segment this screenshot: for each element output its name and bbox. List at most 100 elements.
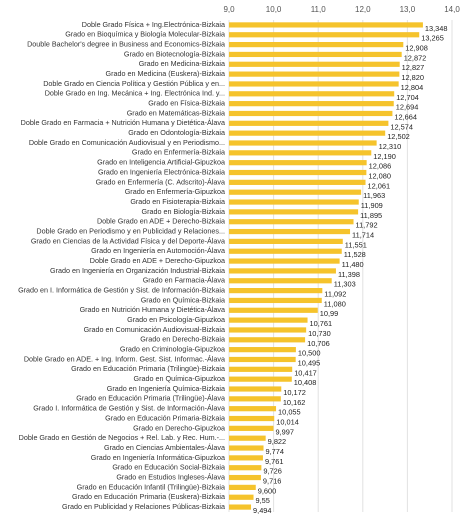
value-label: 11,714: [352, 231, 374, 240]
bar: [229, 130, 386, 136]
value-label: 11,551: [345, 240, 367, 249]
bar: [229, 169, 367, 176]
category-label: Grado en Matemáticas-Bizkaia: [127, 108, 225, 117]
bar: [229, 238, 343, 244]
category-label: Doble Grado en Ciencia Política y Gestió…: [43, 79, 225, 88]
bar: [229, 474, 261, 481]
value-label: 12,502: [387, 132, 410, 141]
category-label: Doble Grado en Ing. Mecánica + Ing. Elec…: [45, 89, 225, 98]
category-label: Grado en Educación Primaria (Trilingüe)-…: [71, 364, 225, 373]
category-label: Grado en Inteligencia Artificial-Gipuzko…: [97, 158, 225, 167]
category-label: Doble Grado en ADE. + Ing. Inform. Gest.…: [24, 354, 225, 363]
category-label: Grado en Educación Infantil (Trilingüe)-…: [77, 482, 225, 491]
value-label: 12,190: [373, 152, 396, 161]
bar: [229, 465, 262, 471]
value-label: 10,495: [298, 358, 321, 367]
value-label: 10,500: [298, 349, 321, 358]
category-label: Grado en Educación Social-Bizkaia: [112, 463, 225, 472]
category-label: Grado en Química-Gipuzkoa: [134, 374, 225, 383]
category-label: Grado en Ingeniería Electrónica-Bizkaia: [98, 167, 225, 176]
category-label: Grado en Educación Primaria (Euskera)-Bi…: [72, 492, 225, 501]
value-label: 10,162: [283, 398, 306, 407]
category-label: Doble Grado Física + Ing.Electrónica-Biz…: [82, 20, 225, 29]
value-label: 9,716: [263, 477, 282, 486]
category-label: Grado en Nutrición Humana y Dietética-Ál…: [80, 305, 225, 314]
value-label: 10,055: [278, 408, 301, 417]
value-label: 12,820: [401, 73, 424, 82]
bar: [229, 347, 296, 353]
category-label: Doble Grado en Periodismo y en Publicida…: [36, 226, 225, 235]
bar: [229, 396, 281, 402]
value-label: 10,417: [294, 368, 317, 377]
bar: [229, 179, 366, 185]
category-label: Grado en Enfermería-Bizkaia: [132, 148, 225, 157]
value-label: 11,528: [344, 250, 366, 259]
value-label: 9,774: [266, 447, 285, 456]
bar: [229, 484, 256, 490]
value-label: 10,99: [320, 309, 339, 318]
x-tick-label: 13,0: [400, 5, 416, 14]
value-label: 11,895: [360, 211, 382, 220]
value-label: 12,872: [404, 53, 427, 62]
bar: [229, 406, 277, 412]
value-label: 9,997: [275, 427, 294, 436]
value-label: 10,706: [307, 339, 330, 348]
category-label: Grado en Ciencias Ambientales-Álava: [104, 443, 225, 452]
category-label: Grado en Psicología-Gipuzkoa: [127, 315, 225, 324]
value-label: 11,398: [338, 270, 360, 279]
bar: [229, 425, 274, 431]
value-label: 10,172: [283, 388, 306, 397]
value-label: 12,080: [368, 171, 391, 180]
value-label: 12,694: [396, 103, 419, 112]
bar: [229, 248, 342, 254]
bar: [229, 51, 402, 58]
category-label: Doble Grado en Gestión de Negocios + Rel…: [19, 433, 225, 442]
value-label: 9,726: [263, 467, 282, 476]
value-label: 11,909: [361, 201, 383, 210]
x-tick-label: 12,0: [355, 5, 371, 14]
value-label: 9,55: [256, 496, 270, 505]
value-label: 10,408: [294, 378, 317, 387]
bar: [229, 219, 354, 225]
bar: [229, 317, 308, 323]
category-label: Grado en Fisioterapia-Bizkaia: [130, 197, 225, 206]
category-label: Grado en Física-Bizkaia: [148, 99, 225, 108]
category-label: Grado en Medicina (Euskera)-Bizkaia: [106, 69, 225, 78]
value-label: 10,014: [276, 417, 299, 426]
category-label: Grado I. Informática de Gestión y Sist. …: [33, 404, 225, 413]
bar: [229, 150, 372, 156]
category-label: Grado en Estudios Ingleses-Álava: [116, 472, 225, 481]
value-label: 12,704: [396, 93, 419, 102]
bar: [229, 337, 306, 343]
category-label: Grado en I. Informática de Gestión y Sis…: [18, 286, 225, 295]
x-tick-label: 11,0: [311, 5, 327, 14]
value-label: 12,086: [369, 162, 392, 171]
bar: [229, 435, 266, 441]
bar: [229, 91, 395, 97]
bar: [229, 110, 393, 117]
value-label: 9,761: [265, 457, 284, 466]
bar: [229, 101, 394, 107]
category-label: Grado en Medicina-Bizkaia: [139, 59, 225, 68]
x-tick-label: 10,0: [266, 5, 282, 14]
category-label: Grado en Ciencias de la Actividad Física…: [31, 236, 225, 245]
bar: [229, 415, 275, 422]
category-label: Grado en Enfermería-Gipuzkoa: [125, 187, 225, 196]
bar: [229, 307, 318, 313]
category-label: Doble Grado en ADE + Derecho-Gipuzkoa: [90, 256, 225, 265]
value-label: 12,574: [390, 122, 413, 131]
value-label: 12,664: [394, 112, 417, 121]
value-label: 12,310: [379, 142, 402, 151]
bar: [229, 228, 351, 235]
x-tick-label: 14,0: [444, 5, 460, 14]
category-label: Grado en Farmacia-Álava: [143, 276, 225, 285]
bar: [229, 199, 359, 205]
category-label: Doble Grado en Comunicación Audiovisual …: [29, 138, 225, 147]
value-label: 12,804: [401, 83, 424, 92]
value-label: 11,092: [324, 290, 346, 299]
bar: [229, 189, 362, 195]
category-label: Grado en Comunicación Audiovisual-Bizkai…: [84, 325, 225, 334]
bar: [229, 386, 282, 392]
bar: [229, 160, 367, 166]
